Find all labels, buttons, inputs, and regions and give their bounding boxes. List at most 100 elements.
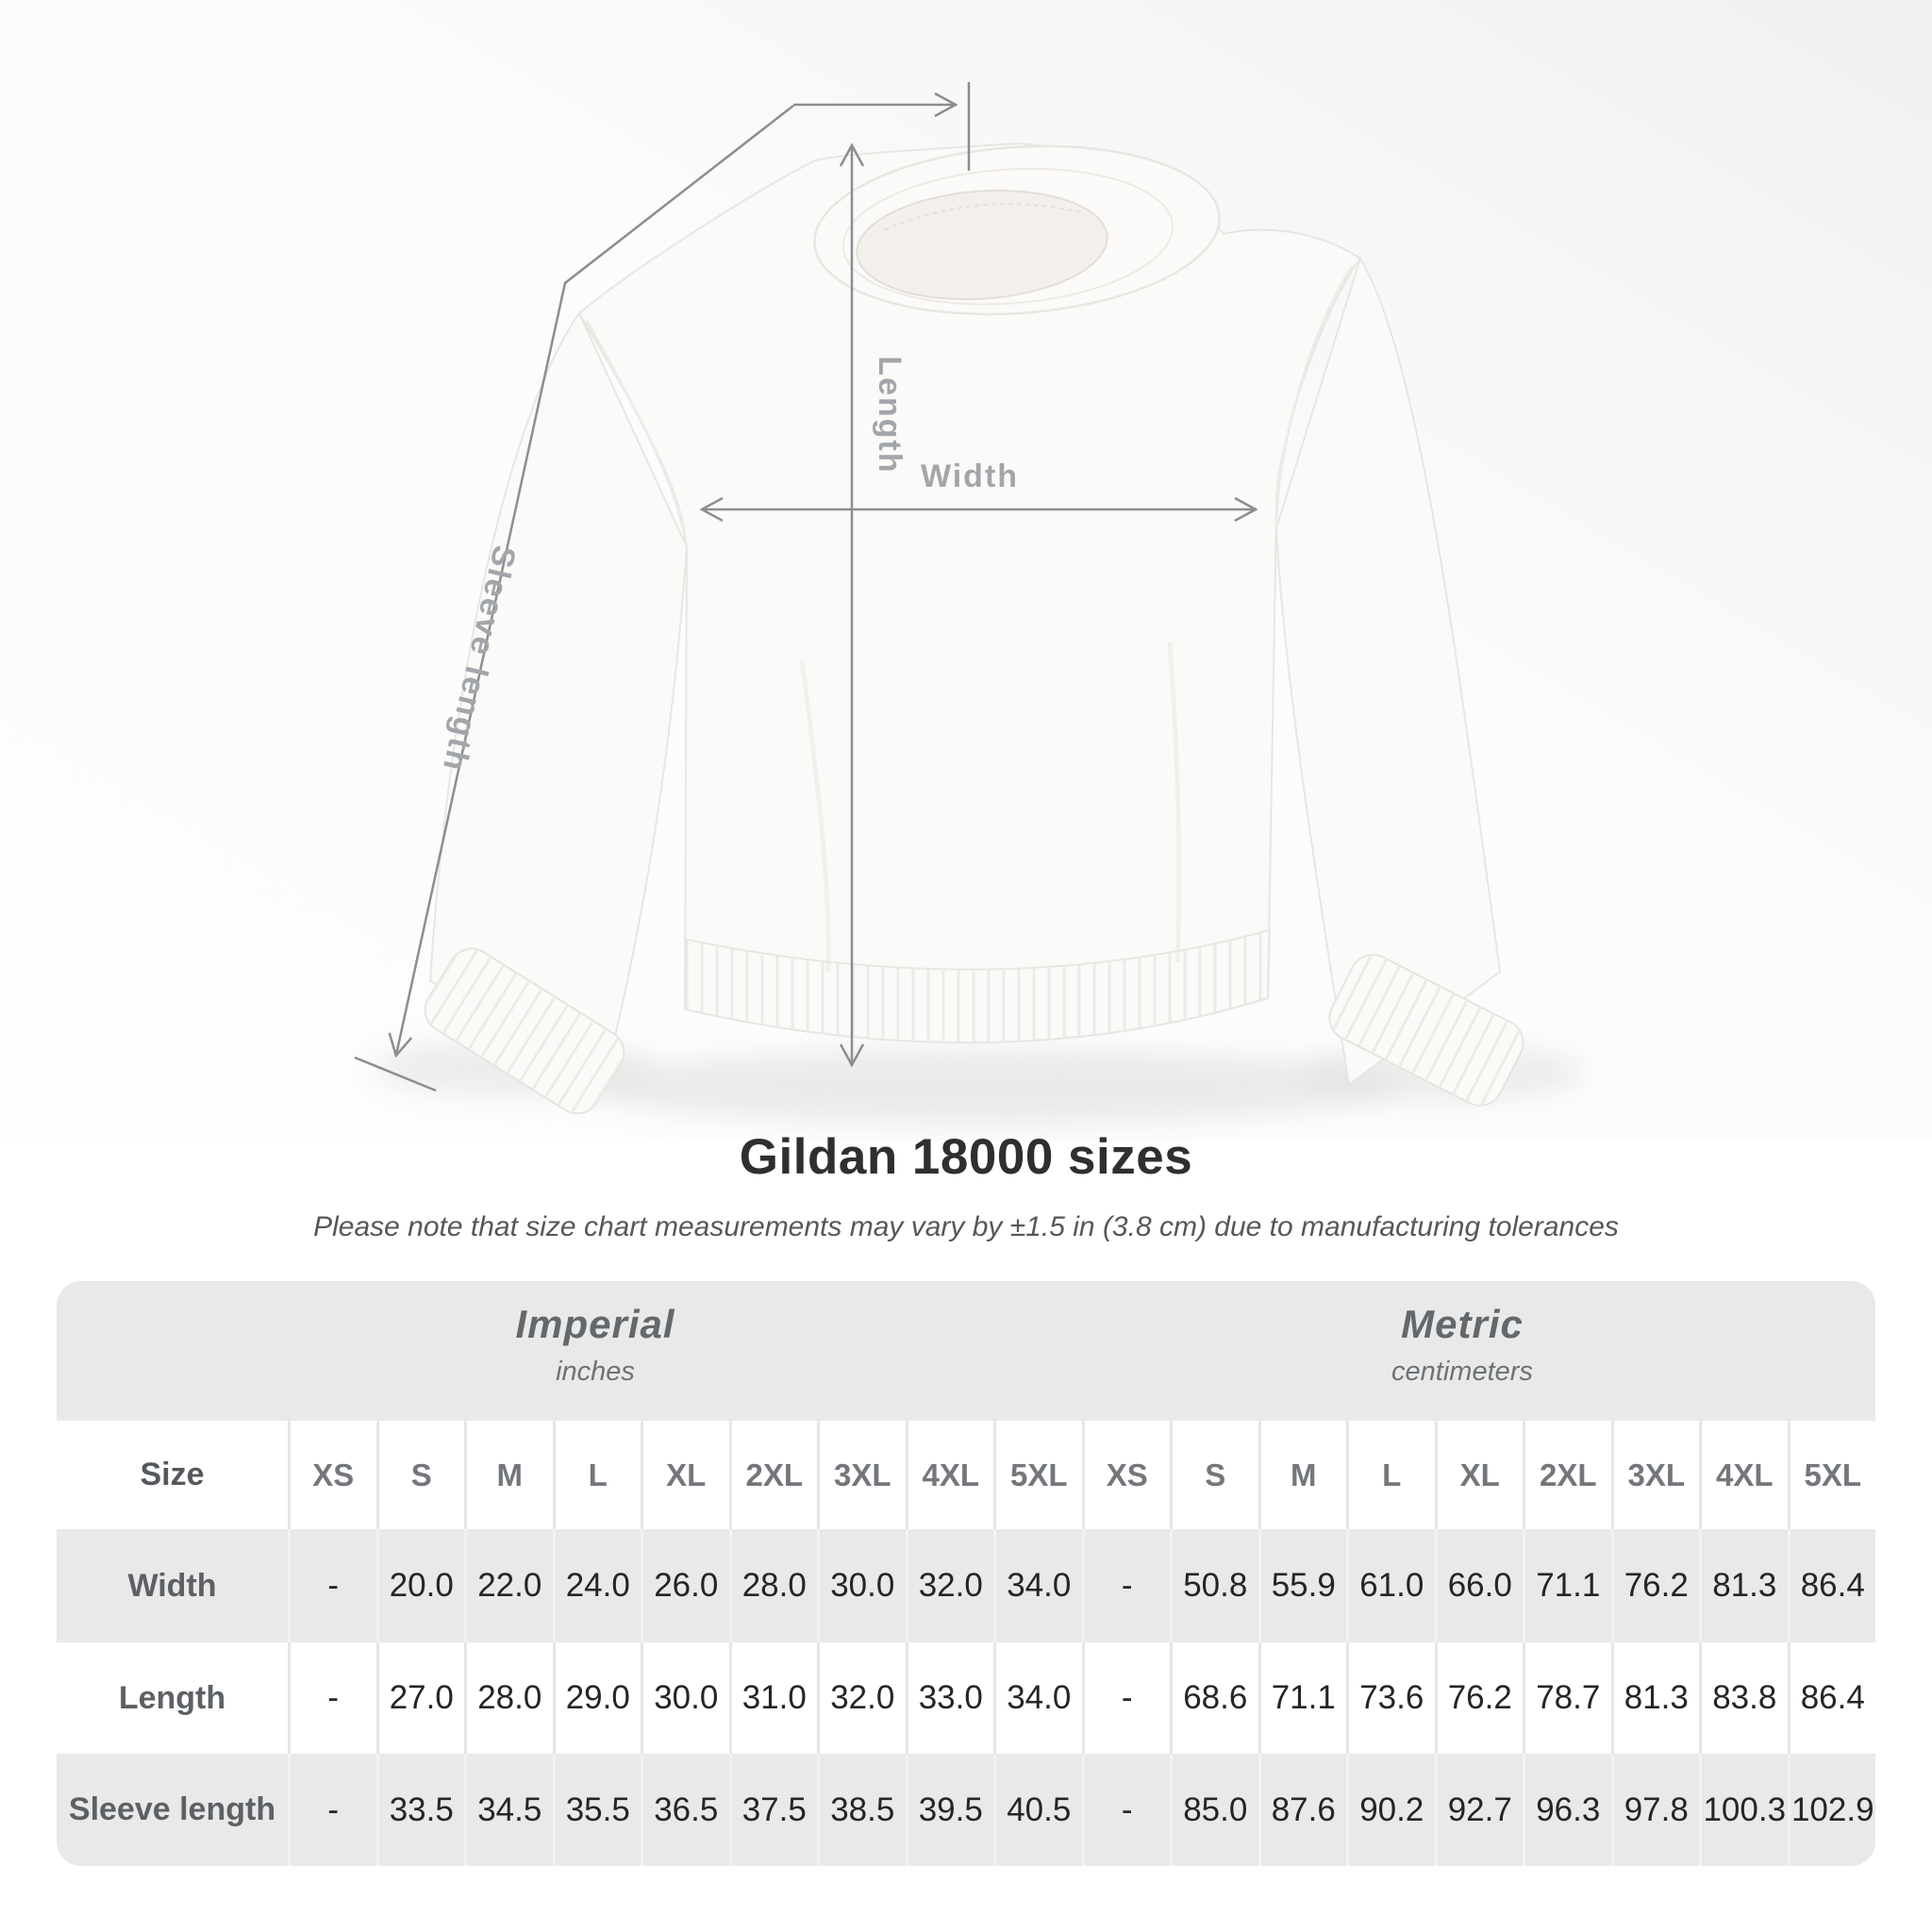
size-header-cell: XS [288, 1421, 376, 1529]
value-cell: 26.0 [641, 1529, 729, 1642]
ground-shadow [585, 1049, 1396, 1124]
value-cell: 33.5 [375, 1754, 465, 1866]
value-cell: 34.0 [993, 1529, 1082, 1642]
product-photo-area: Length Width Sleeve length [0, 0, 1932, 1141]
value-cell: 22.0 [464, 1529, 553, 1642]
size-header-cell: L [1346, 1421, 1435, 1529]
value-cell: 34.0 [993, 1642, 1082, 1754]
value-cell: 50.8 [1170, 1529, 1258, 1642]
value-cell: 90.2 [1346, 1754, 1435, 1866]
value-cell: 102.9 [1787, 1754, 1876, 1866]
sleeve-length-row: Sleeve length - 33.5 34.5 35.5 36.5 37.5… [57, 1754, 1875, 1866]
size-header-cell: 3XL [1610, 1421, 1700, 1529]
left-sleeve [428, 311, 689, 1085]
value-cell: 87.6 [1257, 1754, 1347, 1866]
value-cell: 20.0 [375, 1529, 465, 1642]
dimension-lines [354, 82, 1255, 1092]
value-cell: 100.3 [1699, 1754, 1788, 1866]
value-cell: 30.0 [817, 1529, 906, 1642]
right-sleeve [1274, 256, 1502, 1087]
value-cell: 83.8 [1699, 1642, 1788, 1754]
value-cell: 38.5 [817, 1754, 906, 1866]
size-chart-table: Imperial inches Metric centimeters Size … [57, 1281, 1875, 1866]
value-cell: 81.3 [1610, 1642, 1700, 1754]
sweatshirt-illustration [373, 142, 1585, 1124]
value-cell: 30.0 [641, 1642, 729, 1754]
size-header-cell: S [375, 1421, 465, 1529]
row-label-cell: Length [118, 1679, 226, 1716]
size-header-row: Size XS S M L XL 2XL 3XL 4XL 5XL XS S M … [57, 1421, 1875, 1529]
value-cell: 28.0 [464, 1642, 553, 1754]
imperial-group-unit: inches [556, 1357, 635, 1387]
value-cell: 86.4 [1787, 1642, 1876, 1754]
size-header-cell: 4XL [1699, 1421, 1788, 1529]
left-shoulder-seam [585, 320, 689, 550]
value-cell: - [1081, 1754, 1171, 1866]
value-cell: 40.5 [993, 1754, 1082, 1866]
row-label-cell: Width [127, 1567, 217, 1604]
size-column-header: Size [140, 1457, 205, 1492]
unit-group-header-row: Imperial inches Metric centimeters [57, 1281, 1875, 1421]
sleeve-dimension-line [396, 105, 794, 1055]
size-header-cell: XL [641, 1421, 729, 1529]
value-cell: 76.2 [1610, 1529, 1700, 1642]
value-cell: 32.0 [817, 1642, 906, 1754]
imperial-group-header: Imperial inches [515, 1302, 675, 1388]
value-cell: 78.7 [1523, 1642, 1611, 1754]
value-cell: 28.0 [728, 1529, 818, 1642]
value-cell: 73.6 [1346, 1642, 1435, 1754]
right-cuff [1328, 954, 1524, 1107]
value-cell: - [288, 1642, 376, 1754]
page-title: Gildan 18000 sizes [739, 1129, 1193, 1185]
length-label: Length [872, 356, 908, 474]
value-cell: 27.0 [375, 1642, 465, 1754]
value-cell: 24.0 [552, 1529, 641, 1642]
value-cell: 96.3 [1523, 1754, 1611, 1866]
size-header-cell: 5XL [993, 1421, 1082, 1529]
value-cell: - [1081, 1529, 1171, 1642]
sleeve-end-tick [354, 1056, 437, 1092]
imperial-group-title: Imperial [515, 1302, 675, 1346]
row-label-cell: Sleeve length [68, 1791, 276, 1827]
metric-group-title: Metric [1401, 1302, 1524, 1346]
value-cell: 85.0 [1170, 1754, 1258, 1866]
value-cell: 81.3 [1699, 1529, 1788, 1642]
value-cell: 61.0 [1346, 1529, 1435, 1642]
size-header-cell: M [1257, 1421, 1347, 1529]
value-cell: 71.1 [1257, 1642, 1347, 1754]
size-header-cell: 2XL [728, 1421, 818, 1529]
value-cell: 29.0 [552, 1642, 641, 1754]
value-cell: 76.2 [1434, 1642, 1524, 1754]
size-header-cell: S [1170, 1421, 1258, 1529]
value-cell: 55.9 [1257, 1529, 1347, 1642]
size-header-cell: L [552, 1421, 641, 1529]
value-cell: 35.5 [552, 1754, 641, 1866]
value-cell: 97.8 [1610, 1754, 1700, 1866]
page-subtitle: Please note that size chart measurements… [313, 1211, 1619, 1242]
value-cell: - [1081, 1642, 1171, 1754]
value-cell: - [288, 1529, 376, 1642]
size-header-cell: 4XL [905, 1421, 994, 1529]
value-cell: 71.1 [1523, 1529, 1611, 1642]
value-cell: - [288, 1754, 376, 1866]
size-header-cell: 5XL [1787, 1421, 1876, 1529]
hem-band [683, 928, 1272, 1044]
metric-group-unit: centimeters [1391, 1357, 1533, 1387]
size-header-cell: XL [1434, 1421, 1524, 1529]
size-header-cell: 2XL [1523, 1421, 1611, 1529]
left-cuff [424, 947, 625, 1115]
metric-group-header: Metric centimeters [1391, 1302, 1533, 1388]
value-cell: 31.0 [728, 1642, 818, 1754]
value-cell: 86.4 [1787, 1529, 1876, 1642]
size-header-cell: XS [1081, 1421, 1171, 1529]
value-cell: 33.0 [905, 1642, 994, 1754]
width-label: Width [921, 458, 1019, 494]
width-row: Width - 20.0 22.0 24.0 26.0 28.0 30.0 32… [57, 1529, 1875, 1642]
value-cell: 68.6 [1170, 1642, 1258, 1754]
value-cell: 36.5 [641, 1754, 729, 1866]
length-row: Length - 27.0 28.0 29.0 30.0 31.0 32.0 3… [57, 1642, 1875, 1754]
value-cell: 39.5 [905, 1754, 994, 1866]
torso-fold-right [1167, 641, 1182, 963]
size-header-cell: M [464, 1421, 553, 1529]
value-cell: 34.5 [464, 1754, 553, 1866]
